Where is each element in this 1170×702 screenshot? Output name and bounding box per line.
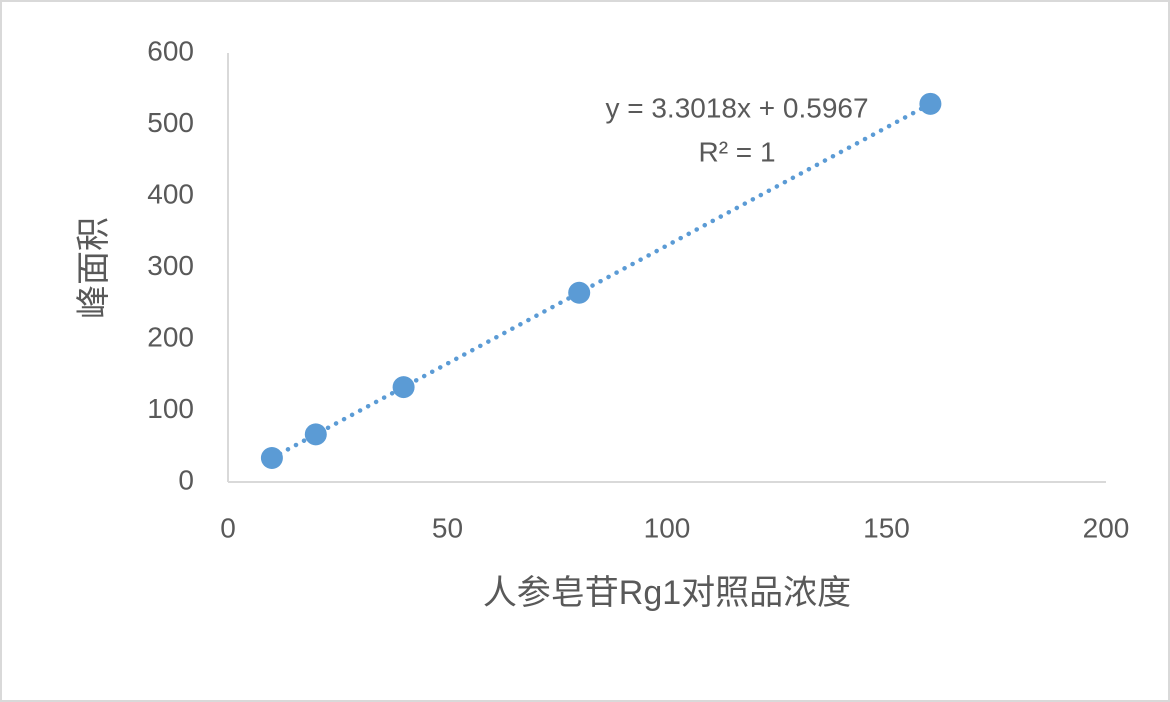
x-tick-label: 150 xyxy=(863,512,910,543)
y-tick-label: 400 xyxy=(147,178,194,209)
point xyxy=(260,446,283,469)
point xyxy=(919,92,942,115)
y-tick-label: 500 xyxy=(147,107,194,138)
point xyxy=(568,281,591,304)
x-tick-label: 50 xyxy=(432,512,463,543)
y-tick-label: 0 xyxy=(178,464,194,495)
y-tick-label: 600 xyxy=(147,35,194,66)
y-tick-label: 100 xyxy=(147,393,194,424)
x-tick-label: 0 xyxy=(220,512,236,543)
x-tick-label: 200 xyxy=(1083,512,1130,543)
x-tick-label: 100 xyxy=(644,512,691,543)
y-tick-label: 200 xyxy=(147,321,194,352)
y-axis-title: 峰面积 xyxy=(75,217,113,319)
x-axis-title: 人参皂苷Rg1对照品浓度 xyxy=(483,574,851,612)
trendline xyxy=(269,101,933,461)
trendline-equation: y = 3.3018x + 0.5967 xyxy=(605,92,868,123)
y-tick-label: 300 xyxy=(147,250,194,281)
point xyxy=(392,376,415,399)
trendline-r2: R² = 1 xyxy=(698,136,775,167)
point xyxy=(304,423,327,446)
